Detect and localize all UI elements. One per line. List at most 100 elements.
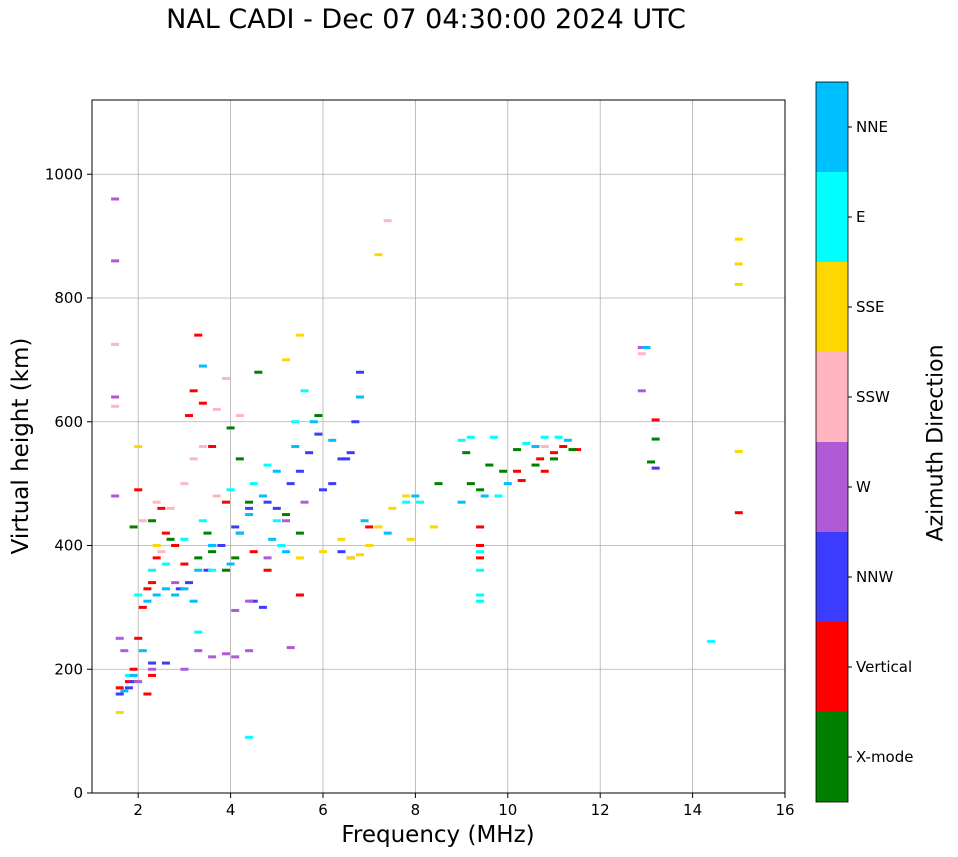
data-point <box>245 649 254 653</box>
data-point <box>245 513 254 517</box>
data-point <box>194 333 203 337</box>
data-point <box>245 735 254 739</box>
colorbar-tick-label: SSE <box>856 298 885 316</box>
data-point <box>314 432 323 436</box>
data-point <box>337 537 346 541</box>
data-point <box>476 556 485 560</box>
data-point <box>734 282 743 286</box>
data-point <box>485 463 494 467</box>
data-point <box>476 525 485 529</box>
data-point <box>175 587 184 591</box>
data-point <box>651 437 660 441</box>
x-tick-label: 16 <box>775 801 794 819</box>
data-point <box>346 451 355 455</box>
data-point <box>328 438 337 442</box>
data-point <box>152 500 161 504</box>
data-point <box>120 689 129 693</box>
data-point <box>198 401 207 405</box>
data-point <box>258 494 267 498</box>
data-point <box>111 259 120 263</box>
data-point <box>734 237 743 241</box>
data-point <box>480 494 489 498</box>
colorbar-swatch <box>816 172 848 262</box>
series-vertical <box>115 333 743 696</box>
data-point <box>189 389 198 393</box>
colorbar-tick-label: NNW <box>856 568 893 586</box>
data-point <box>249 550 258 554</box>
data-point <box>365 544 374 547</box>
data-point <box>286 646 295 650</box>
data-point <box>277 544 286 547</box>
data-point <box>559 445 568 448</box>
data-point <box>476 550 485 554</box>
data-point <box>143 587 152 591</box>
data-point <box>221 376 230 380</box>
data-point <box>185 414 194 418</box>
data-point <box>249 599 258 603</box>
data-point <box>245 506 254 510</box>
data-point <box>115 636 124 640</box>
data-point <box>466 482 475 486</box>
data-point <box>171 544 180 547</box>
data-point <box>203 568 212 572</box>
data-point <box>295 469 304 473</box>
data-point <box>402 500 411 504</box>
data-point <box>157 506 166 510</box>
data-point <box>406 537 415 541</box>
data-point <box>226 562 235 566</box>
data-point <box>282 358 291 362</box>
data-point <box>111 404 120 408</box>
data-point <box>115 686 124 690</box>
data-point <box>513 448 522 452</box>
data-point <box>268 537 277 541</box>
series-e <box>124 389 716 739</box>
data-point <box>651 466 660 470</box>
data-point <box>203 531 212 535</box>
series-sse <box>115 237 743 715</box>
data-point <box>198 445 207 448</box>
data-point <box>235 457 244 461</box>
data-point <box>734 262 743 266</box>
data-marks <box>111 197 743 739</box>
data-point <box>217 544 226 547</box>
data-point <box>462 451 471 455</box>
data-point <box>231 655 240 659</box>
data-point <box>295 531 304 535</box>
data-point <box>166 506 175 510</box>
data-point <box>388 506 397 510</box>
data-point <box>637 389 646 393</box>
data-point <box>383 531 392 535</box>
y-axis-label: Virtual height (km) <box>8 338 34 555</box>
data-point <box>295 593 304 597</box>
x-axis-label: Frequency (MHz) <box>341 822 534 848</box>
data-point <box>282 519 291 523</box>
data-point <box>148 673 157 677</box>
data-point <box>503 482 512 486</box>
data-point <box>152 593 161 597</box>
data-point <box>568 448 577 452</box>
y-axis: 0 200 400 600 800 1000 <box>45 165 92 802</box>
data-point <box>531 445 540 448</box>
data-point <box>272 469 281 473</box>
data-point <box>328 482 337 486</box>
data-point <box>550 451 558 455</box>
data-point <box>111 494 120 498</box>
colorbar-tick-label: NNE <box>856 118 888 136</box>
data-point <box>221 500 230 504</box>
data-point <box>295 333 304 337</box>
data-point <box>402 494 411 498</box>
x-axis: 2 4 6 8 10 12 14 16 <box>133 793 795 819</box>
colorbar-swatch <box>816 532 848 622</box>
data-point <box>194 556 203 560</box>
data-point <box>337 457 346 461</box>
data-point <box>563 438 572 442</box>
data-point <box>476 488 485 492</box>
data-point <box>337 550 346 554</box>
data-point <box>161 661 170 665</box>
data-point <box>300 500 309 504</box>
data-point <box>148 568 157 572</box>
series-ssw <box>111 219 646 554</box>
colorbar: X-mode Vertical NNW W SSW SSE E NNE <box>815 81 913 803</box>
x-tick-label: 4 <box>226 801 236 819</box>
data-point <box>540 445 549 448</box>
